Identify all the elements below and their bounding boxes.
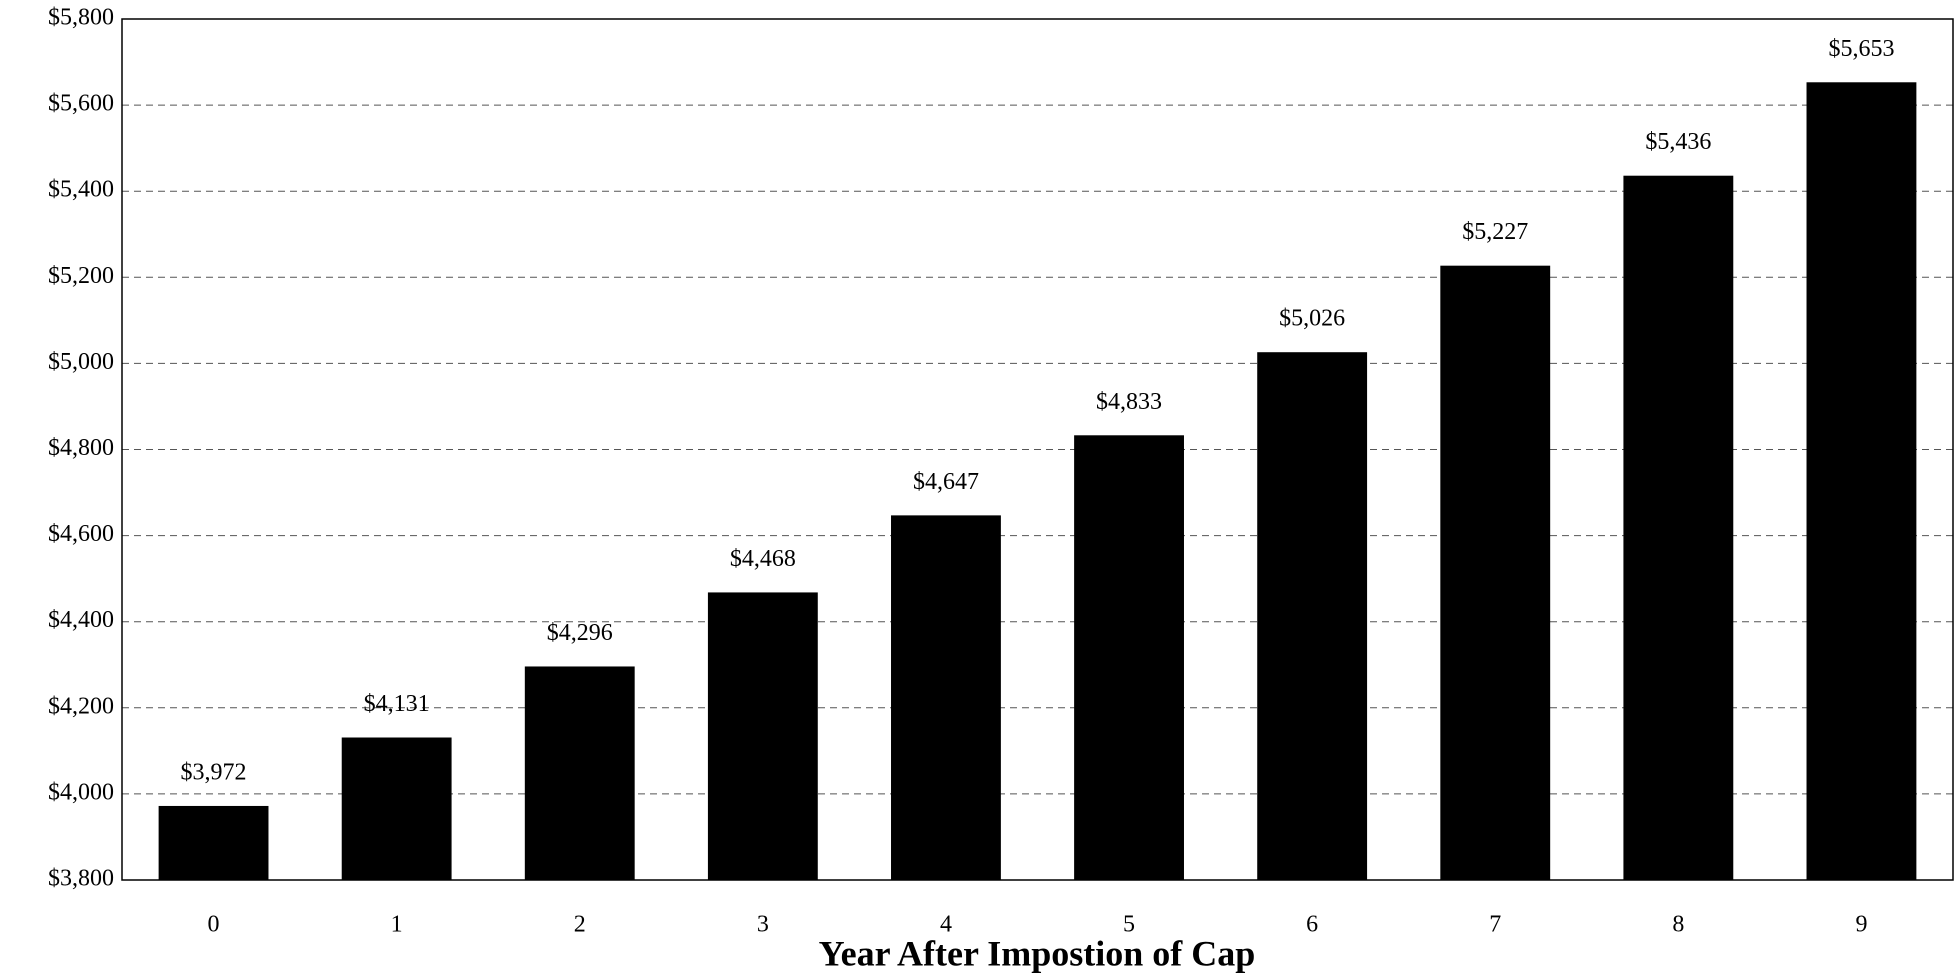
x-tick-label: 7	[1489, 912, 1501, 938]
bar	[524, 666, 635, 880]
y-tick-label: $5,200	[48, 263, 114, 289]
data-label: $5,653	[1828, 36, 1894, 62]
x-tick-label: 5	[1123, 912, 1135, 938]
x-tick-label: 0	[208, 912, 220, 938]
y-tick-label: $4,000	[48, 779, 114, 805]
data-label: $4,296	[547, 620, 613, 646]
bar	[1440, 265, 1551, 880]
bar	[1074, 435, 1184, 880]
y-tick-label: $3,800	[48, 866, 114, 892]
x-tick-label: 3	[757, 912, 769, 938]
plot-frame	[121, 18, 1954, 881]
data-label: $4,131	[364, 691, 430, 717]
data-label: $5,026	[1279, 306, 1345, 332]
y-tick-label: $4,400	[48, 607, 114, 633]
y-tick-label: $5,400	[48, 177, 114, 203]
bar	[1623, 175, 1734, 880]
x-tick-label: 9	[1855, 912, 1867, 938]
bar	[891, 515, 1001, 880]
y-tick-label: $5,800	[48, 5, 114, 31]
x-tick-label: 1	[391, 912, 403, 938]
data-label: $5,436	[1645, 129, 1711, 155]
data-label: $5,227	[1462, 219, 1528, 245]
x-tick-label: 8	[1672, 912, 1684, 938]
bar	[1257, 352, 1368, 880]
x-tick-label: 6	[1306, 912, 1318, 938]
bar	[1806, 82, 1917, 880]
bar	[158, 805, 269, 880]
data-label: $4,468	[730, 546, 796, 572]
y-tick-label: $4,600	[48, 521, 114, 547]
data-label: $3,972	[181, 759, 247, 785]
x-axis-title: Year After Impostion of Cap	[819, 933, 1256, 973]
bar	[707, 592, 818, 880]
bar	[341, 737, 452, 880]
data-label: $4,833	[1096, 389, 1162, 415]
x-tick-label: 4	[940, 912, 952, 938]
data-label: $4,647	[913, 469, 979, 495]
y-tick-label: $4,800	[48, 435, 114, 461]
y-tick-label: $5,600	[48, 91, 114, 117]
x-tick-label: 2	[574, 912, 586, 938]
y-tick-label: $4,200	[48, 693, 114, 719]
y-tick-label: $5,000	[48, 349, 114, 375]
